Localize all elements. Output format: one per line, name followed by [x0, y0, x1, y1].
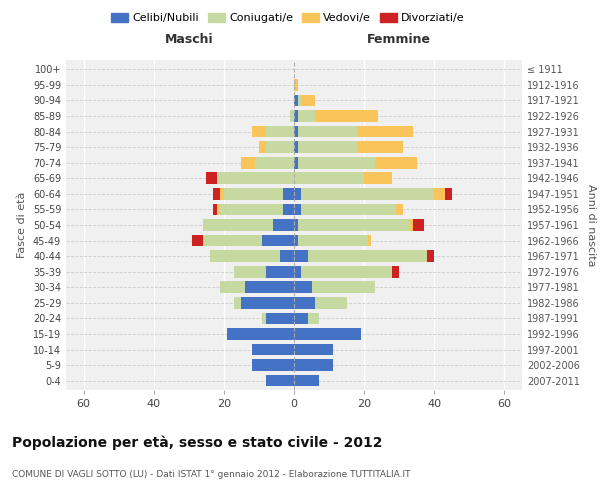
Bar	[220, 188, 224, 200]
Bar	[298, 219, 410, 231]
Bar	[294, 142, 298, 153]
Bar	[266, 312, 294, 324]
Bar	[294, 250, 308, 262]
Bar	[294, 126, 298, 138]
Bar	[252, 360, 294, 371]
Bar	[294, 219, 298, 231]
Bar	[294, 266, 301, 278]
Text: Femmine: Femmine	[367, 33, 431, 46]
Bar	[235, 266, 266, 278]
Bar	[301, 94, 315, 106]
Bar	[294, 312, 308, 324]
Bar	[315, 297, 347, 308]
Bar	[294, 157, 298, 168]
Bar	[301, 266, 392, 278]
Bar	[294, 172, 364, 184]
Bar	[294, 94, 298, 106]
Bar	[298, 142, 357, 153]
Bar	[298, 94, 301, 106]
Bar	[252, 344, 294, 355]
Bar	[273, 219, 294, 231]
Bar	[364, 172, 392, 184]
Text: Popolazione per età, sesso e stato civile - 2012: Popolazione per età, sesso e stato civil…	[12, 435, 383, 450]
Bar	[308, 250, 427, 262]
Bar	[259, 142, 266, 153]
Bar	[220, 282, 245, 293]
Bar	[445, 188, 452, 200]
Bar	[294, 282, 311, 293]
Bar	[301, 188, 434, 200]
Bar	[294, 360, 332, 371]
Bar	[357, 142, 403, 153]
Bar	[227, 328, 294, 340]
Bar	[220, 204, 283, 216]
Bar	[262, 312, 266, 324]
Bar	[217, 204, 220, 216]
Bar	[294, 297, 315, 308]
Bar	[298, 126, 357, 138]
Bar	[266, 126, 294, 138]
Bar	[315, 110, 378, 122]
Bar	[266, 375, 294, 386]
Bar	[256, 157, 294, 168]
Bar	[298, 157, 374, 168]
Bar	[283, 204, 294, 216]
Bar	[311, 282, 374, 293]
Bar	[434, 188, 445, 200]
Bar	[413, 219, 424, 231]
Bar	[374, 157, 417, 168]
Y-axis label: Fasce di età: Fasce di età	[17, 192, 27, 258]
Bar	[294, 375, 319, 386]
Bar	[283, 188, 294, 200]
Bar	[280, 250, 294, 262]
Bar	[224, 188, 283, 200]
Bar	[203, 219, 273, 231]
Bar	[294, 110, 298, 122]
Bar	[298, 110, 315, 122]
Bar	[214, 188, 220, 200]
Bar	[266, 266, 294, 278]
Bar	[241, 297, 294, 308]
Bar	[410, 219, 413, 231]
Bar	[262, 234, 294, 246]
Y-axis label: Anni di nascita: Anni di nascita	[586, 184, 596, 266]
Bar	[266, 142, 294, 153]
Bar	[217, 172, 294, 184]
Bar	[192, 234, 203, 246]
Bar	[241, 157, 256, 168]
Bar	[210, 250, 280, 262]
Bar	[206, 172, 217, 184]
Bar	[252, 126, 266, 138]
Bar	[294, 204, 301, 216]
Bar	[396, 204, 403, 216]
Bar	[368, 234, 371, 246]
Bar	[245, 282, 294, 293]
Bar	[357, 126, 413, 138]
Bar	[294, 188, 301, 200]
Bar	[301, 204, 396, 216]
Bar	[203, 234, 262, 246]
Text: COMUNE DI VAGLI SOTTO (LU) - Dati ISTAT 1° gennaio 2012 - Elaborazione TUTTITALI: COMUNE DI VAGLI SOTTO (LU) - Dati ISTAT …	[12, 470, 410, 479]
Bar	[294, 234, 298, 246]
Bar	[427, 250, 434, 262]
Text: Maschi: Maschi	[164, 33, 213, 46]
Bar	[235, 297, 241, 308]
Bar	[290, 110, 294, 122]
Bar	[294, 328, 361, 340]
Bar	[392, 266, 399, 278]
Bar	[214, 204, 217, 216]
Bar	[294, 79, 298, 90]
Bar	[298, 234, 368, 246]
Bar	[294, 344, 332, 355]
Bar	[308, 312, 319, 324]
Legend: Celibi/Nubili, Coniugati/e, Vedovi/e, Divorziati/e: Celibi/Nubili, Coniugati/e, Vedovi/e, Di…	[107, 8, 469, 28]
